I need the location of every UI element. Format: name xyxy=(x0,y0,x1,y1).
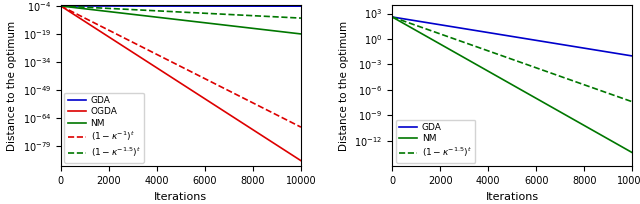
Line: $(1-\kappa^{-1})^t$: $(1-\kappa^{-1})^t$ xyxy=(61,6,301,127)
$(1-\kappa^{-1.5})^t$ xyxy=(628,101,636,103)
$(1-\kappa^{-1})^t$ xyxy=(285,120,293,123)
NM xyxy=(617,145,625,147)
Line: GDA: GDA xyxy=(392,17,632,56)
NM xyxy=(551,108,559,110)
$(1-\kappa^{-1.5})^t$ xyxy=(223,13,230,16)
$(1-\kappa^{-1.5})^t$ xyxy=(285,16,293,19)
$(1-\kappa^{-1.5})^t$ xyxy=(57,5,65,7)
NM xyxy=(197,21,205,23)
NM xyxy=(297,33,305,35)
Line: $(1-\kappa^{-1.5})^t$: $(1-\kappa^{-1.5})^t$ xyxy=(392,17,632,102)
GDA xyxy=(57,5,65,7)
$(1-\kappa^{-1})^t$ xyxy=(197,75,205,78)
NM xyxy=(81,8,89,10)
$(1-\kappa^{-1})^t$ xyxy=(220,87,227,89)
GDA xyxy=(435,23,443,26)
Line: NM: NM xyxy=(61,6,301,34)
$(1-\kappa^{-1.5})^t$ xyxy=(104,7,111,10)
OGDA xyxy=(223,111,230,114)
NM xyxy=(57,5,65,7)
$(1-\kappa^{-1.5})^t$ xyxy=(220,13,227,16)
$(1-\kappa^{-1})^t$ xyxy=(104,29,111,31)
OGDA xyxy=(104,35,111,38)
NM xyxy=(223,24,230,27)
GDA xyxy=(104,5,111,7)
GDA xyxy=(628,55,636,57)
OGDA xyxy=(220,109,227,112)
Y-axis label: Distance to the optimum: Distance to the optimum xyxy=(339,21,349,151)
NM xyxy=(554,109,562,112)
NM xyxy=(285,31,293,34)
$(1-\kappa^{-1})^t$ xyxy=(81,17,89,20)
GDA xyxy=(388,16,396,18)
OGDA xyxy=(57,5,65,7)
$(1-\kappa^{-1.5})^t$ xyxy=(297,17,305,19)
$(1-\kappa^{-1.5})^t$ xyxy=(81,6,89,8)
GDA xyxy=(413,20,420,22)
$(1-\kappa^{-1.5})^t$ xyxy=(617,96,625,99)
GDA xyxy=(197,5,205,7)
GDA xyxy=(529,39,536,41)
X-axis label: Iterations: Iterations xyxy=(486,192,539,202)
$(1-\kappa^{-1})^t$ xyxy=(223,88,230,91)
$(1-\kappa^{-1.5})^t$ xyxy=(413,24,420,27)
NM xyxy=(388,16,396,18)
NM xyxy=(220,24,227,26)
OGDA xyxy=(81,21,89,23)
$(1-\kappa^{-1.5})^t$ xyxy=(197,12,205,14)
GDA xyxy=(297,5,305,7)
$(1-\kappa^{-1.5})^t$ xyxy=(551,73,559,75)
OGDA xyxy=(197,95,205,98)
GDA xyxy=(223,5,230,7)
Line: $(1-\kappa^{-1.5})^t$: $(1-\kappa^{-1.5})^t$ xyxy=(61,6,301,18)
Legend: GDA, NM, $(1-\kappa^{-1.5})^t$: GDA, NM, $(1-\kappa^{-1.5})^t$ xyxy=(396,120,476,163)
GDA xyxy=(554,43,562,45)
$(1-\kappa^{-1})^t$ xyxy=(57,5,65,7)
Y-axis label: Distance to the optimum: Distance to the optimum xyxy=(7,21,17,151)
NM xyxy=(104,10,111,13)
GDA xyxy=(285,5,293,7)
GDA xyxy=(220,5,227,7)
X-axis label: Iterations: Iterations xyxy=(154,192,207,202)
$(1-\kappa^{-1.5})^t$ xyxy=(435,32,443,35)
GDA xyxy=(551,42,559,45)
OGDA xyxy=(297,160,305,162)
$(1-\kappa^{-1.5})^t$ xyxy=(529,65,536,68)
GDA xyxy=(81,5,89,7)
$(1-\kappa^{-1.5})^t$ xyxy=(388,16,396,18)
Line: NM: NM xyxy=(392,17,632,153)
GDA xyxy=(617,53,625,55)
Legend: GDA, OGDA, NM, $(1-\kappa^{-1})^t$, $(1-\kappa^{-1.5})^t$: GDA, OGDA, NM, $(1-\kappa^{-1})^t$, $(1-… xyxy=(65,93,144,163)
NM xyxy=(435,42,443,45)
NM xyxy=(628,151,636,154)
NM xyxy=(413,30,420,32)
Line: OGDA: OGDA xyxy=(61,6,301,161)
OGDA xyxy=(285,152,293,154)
$(1-\kappa^{-1.5})^t$ xyxy=(554,74,562,77)
$(1-\kappa^{-1})^t$ xyxy=(297,126,305,128)
NM xyxy=(529,95,536,98)
